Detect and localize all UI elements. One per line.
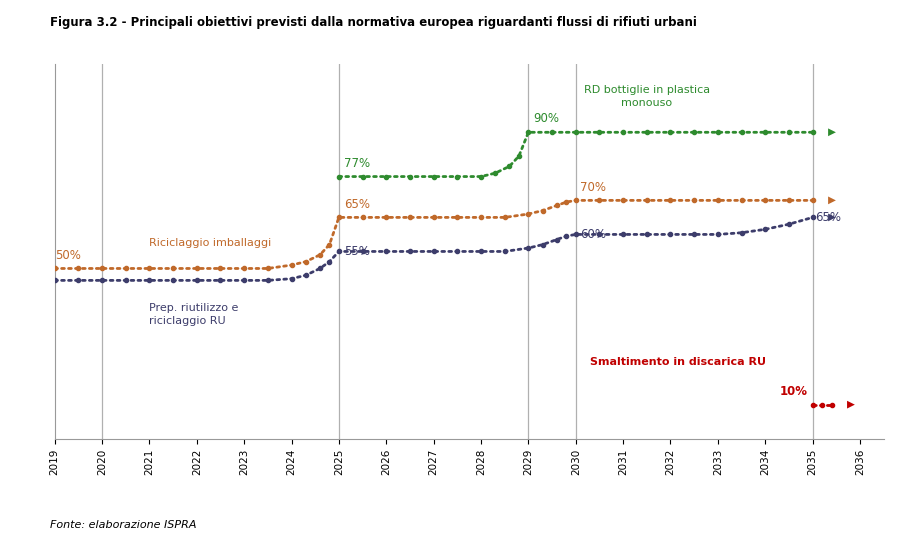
Text: Riciclaggio imballaggi: Riciclaggio imballaggi [149,238,271,248]
Text: 60%: 60% [580,228,607,241]
Text: 10%: 10% [780,385,808,398]
Text: Prep. riutilizzo e
riciclaggio RU: Prep. riutilizzo e riciclaggio RU [149,302,239,326]
Text: Smaltimento in discarica RU: Smaltimento in discarica RU [590,357,766,367]
Text: Fonte: elaborazione ISPRA: Fonte: elaborazione ISPRA [50,519,197,530]
Text: 77%: 77% [343,157,370,170]
Text: 65%: 65% [343,197,370,211]
Text: 90%: 90% [533,112,559,126]
Text: Figura 3.2 - Principali obiettivi previsti dalla normativa europea riguardanti f: Figura 3.2 - Principali obiettivi previs… [50,16,697,29]
Text: 70%: 70% [580,181,607,194]
Text: 65%: 65% [815,211,841,224]
Text: 55%: 55% [343,245,370,258]
Text: 50%: 50% [55,249,80,262]
Text: RD bottiglie in plastica
monouso: RD bottiglie in plastica monouso [584,85,710,109]
